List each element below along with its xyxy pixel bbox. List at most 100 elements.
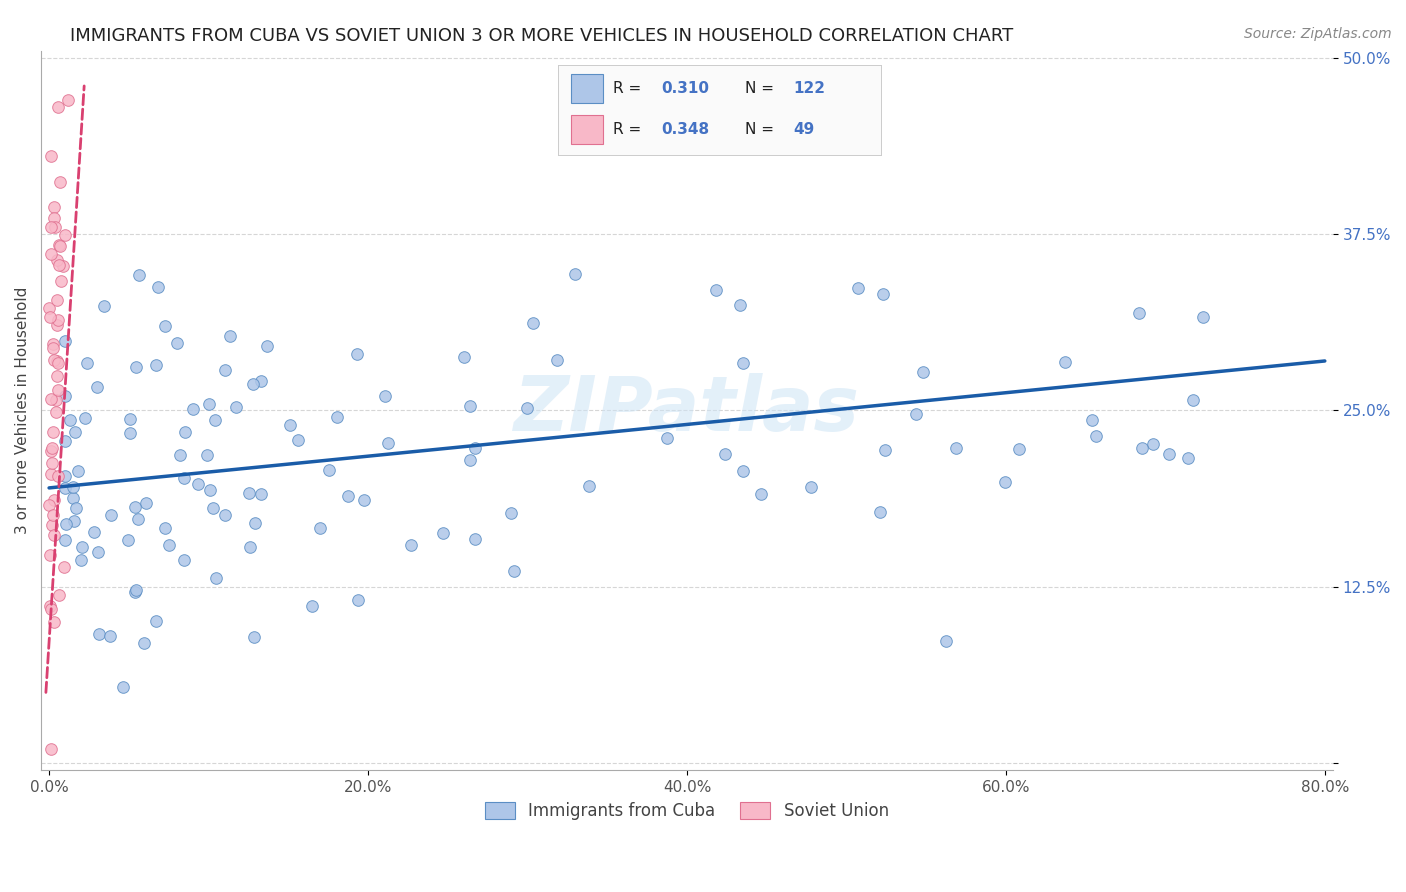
Point bbox=[173, 552, 195, 566]
Point bbox=[377, 436, 399, 450]
Point bbox=[42, 508, 65, 523]
Point bbox=[48, 588, 70, 602]
Point bbox=[157, 538, 180, 552]
Point bbox=[39, 149, 62, 163]
Point bbox=[42, 211, 65, 225]
Point bbox=[250, 487, 273, 501]
Point bbox=[42, 341, 65, 355]
Point bbox=[52, 260, 75, 274]
Point bbox=[347, 593, 370, 607]
Point bbox=[49, 175, 72, 189]
Point bbox=[1128, 306, 1150, 320]
Point bbox=[169, 448, 191, 462]
Point bbox=[39, 742, 62, 756]
Point bbox=[45, 293, 67, 307]
Text: ZIPatlas: ZIPatlas bbox=[515, 374, 860, 448]
Point bbox=[546, 353, 568, 368]
Point bbox=[46, 383, 69, 397]
Point bbox=[873, 442, 896, 457]
Point bbox=[53, 434, 76, 448]
Point bbox=[1182, 393, 1205, 408]
Point bbox=[301, 599, 323, 613]
Point bbox=[93, 299, 115, 313]
Point bbox=[46, 253, 69, 268]
Point bbox=[46, 355, 69, 369]
Text: IMMIGRANTS FROM CUBA VS SOVIET UNION 3 OR MORE VEHICLES IN HOUSEHOLD CORRELATION: IMMIGRANTS FROM CUBA VS SOVIET UNION 3 O… bbox=[70, 27, 1014, 45]
Point bbox=[1130, 441, 1153, 455]
Point bbox=[42, 353, 65, 368]
Point bbox=[46, 318, 69, 332]
Point bbox=[564, 268, 586, 282]
Point bbox=[49, 274, 72, 288]
Point bbox=[458, 453, 481, 467]
Point bbox=[432, 526, 454, 541]
Point bbox=[1081, 413, 1104, 427]
Point bbox=[41, 425, 63, 439]
Point bbox=[38, 498, 60, 512]
Point bbox=[287, 433, 309, 447]
Point bbox=[205, 571, 228, 585]
Point bbox=[346, 347, 368, 361]
Point bbox=[238, 486, 260, 500]
Point bbox=[38, 301, 60, 315]
Point bbox=[464, 532, 486, 546]
Point bbox=[516, 401, 538, 415]
Point bbox=[73, 410, 96, 425]
Point bbox=[65, 500, 87, 515]
Point bbox=[46, 368, 69, 383]
Point bbox=[53, 469, 76, 483]
Point bbox=[89, 627, 111, 641]
Point bbox=[214, 508, 236, 522]
Point bbox=[39, 467, 62, 481]
Point bbox=[733, 464, 755, 478]
Point bbox=[38, 548, 60, 562]
Point bbox=[401, 538, 423, 552]
Point bbox=[848, 281, 870, 295]
Point bbox=[76, 356, 98, 370]
Point bbox=[39, 310, 62, 325]
Point bbox=[499, 506, 522, 520]
Point bbox=[800, 480, 823, 494]
Point bbox=[1192, 310, 1215, 324]
Point bbox=[239, 541, 262, 555]
Text: Source: ZipAtlas.com: Source: ZipAtlas.com bbox=[1244, 27, 1392, 41]
Point bbox=[62, 480, 84, 494]
Point bbox=[464, 442, 486, 456]
Point bbox=[243, 516, 266, 530]
Legend: Immigrants from Cuba, Soviet Union: Immigrants from Cuba, Soviet Union bbox=[478, 795, 896, 826]
Point bbox=[502, 564, 524, 578]
Point bbox=[45, 393, 67, 408]
Point bbox=[38, 599, 60, 614]
Point bbox=[39, 247, 62, 261]
Point bbox=[111, 680, 134, 694]
Point bbox=[67, 464, 90, 478]
Point bbox=[44, 219, 66, 234]
Point bbox=[749, 486, 772, 500]
Point bbox=[46, 469, 69, 483]
Point bbox=[59, 413, 82, 427]
Point bbox=[117, 533, 139, 547]
Point bbox=[218, 329, 240, 343]
Point bbox=[733, 356, 755, 370]
Point bbox=[63, 425, 86, 439]
Point bbox=[872, 286, 894, 301]
Point bbox=[62, 491, 84, 506]
Point bbox=[48, 258, 70, 272]
Point bbox=[44, 200, 66, 214]
Point bbox=[994, 475, 1017, 489]
Point bbox=[53, 481, 76, 495]
Point bbox=[153, 319, 176, 334]
Point bbox=[125, 583, 148, 598]
Point bbox=[146, 280, 169, 294]
Point bbox=[655, 431, 678, 445]
Point bbox=[100, 508, 122, 523]
Point bbox=[912, 365, 935, 379]
Point bbox=[325, 410, 347, 425]
Point bbox=[1085, 429, 1108, 443]
Point bbox=[55, 517, 77, 532]
Point bbox=[935, 633, 957, 648]
Point bbox=[125, 359, 148, 374]
Point bbox=[53, 389, 76, 403]
Point bbox=[118, 426, 141, 441]
Point bbox=[127, 512, 149, 526]
